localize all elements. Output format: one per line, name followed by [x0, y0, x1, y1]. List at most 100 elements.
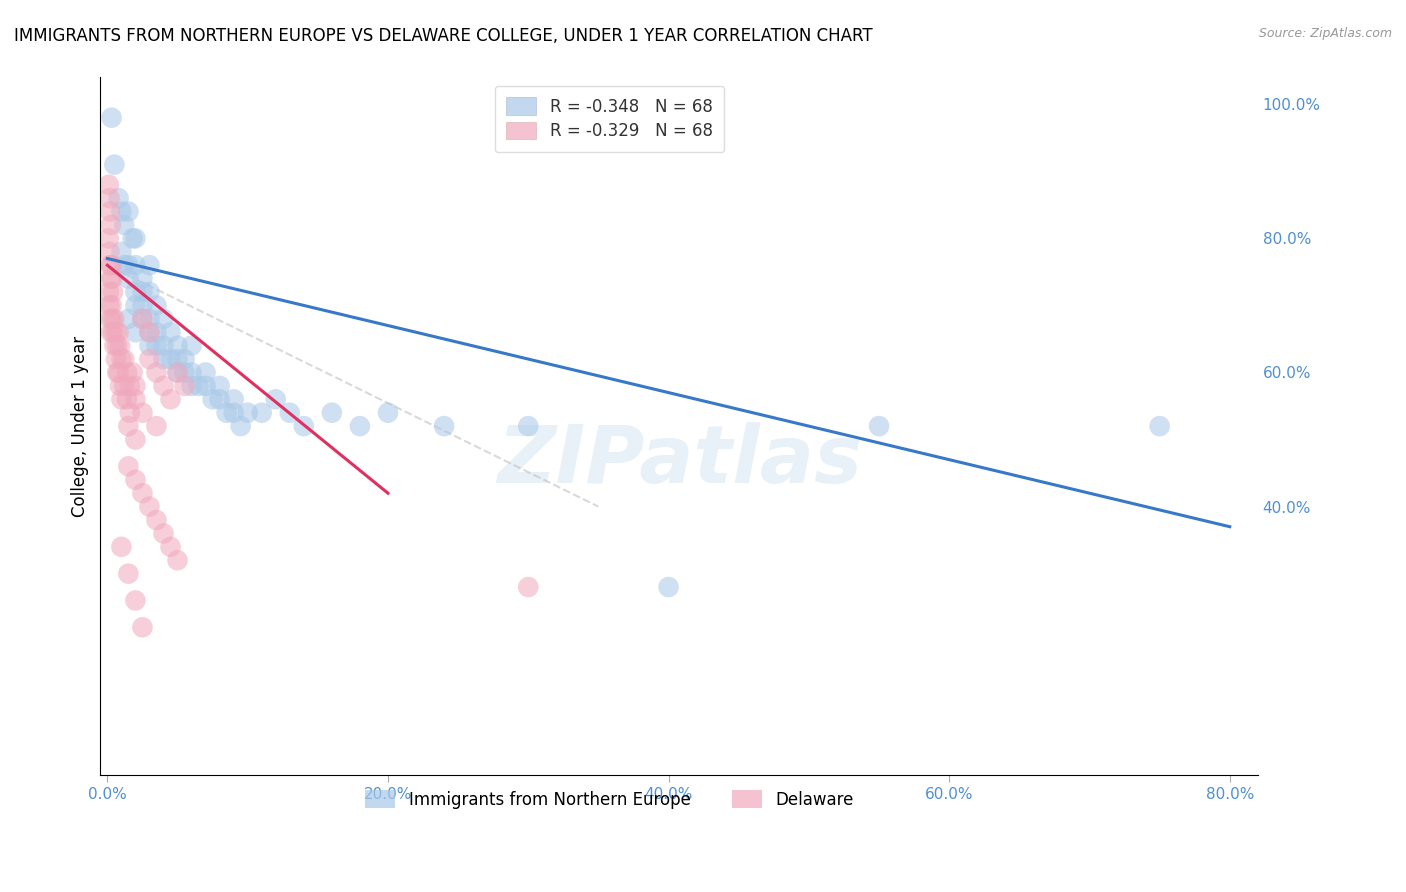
- Point: [112, 379, 135, 393]
- Point: [105, 366, 128, 380]
- Point: [658, 580, 681, 594]
- Point: [100, 325, 122, 339]
- Point: [868, 419, 890, 434]
- Point: [101, 285, 124, 299]
- Point: [103, 311, 125, 326]
- Point: [100, 258, 122, 272]
- Point: [104, 325, 127, 339]
- Point: [517, 580, 540, 594]
- Point: [117, 419, 139, 434]
- Point: [108, 379, 131, 393]
- Point: [152, 311, 174, 326]
- Point: [250, 406, 273, 420]
- Point: [124, 258, 146, 272]
- Point: [98, 258, 121, 272]
- Point: [124, 433, 146, 447]
- Point: [100, 111, 122, 125]
- Point: [145, 298, 167, 312]
- Point: [97, 178, 120, 192]
- Point: [152, 352, 174, 367]
- Point: [118, 379, 141, 393]
- Point: [98, 244, 121, 259]
- Point: [124, 325, 146, 339]
- Point: [115, 392, 138, 407]
- Point: [104, 352, 127, 367]
- Point: [138, 500, 160, 514]
- Point: [208, 392, 231, 407]
- Point: [222, 406, 245, 420]
- Point: [98, 311, 121, 326]
- Text: IMMIGRANTS FROM NORTHERN EUROPE VS DELAWARE COLLEGE, UNDER 1 YEAR CORRELATION CH: IMMIGRANTS FROM NORTHERN EUROPE VS DELAW…: [14, 27, 873, 45]
- Point: [124, 593, 146, 607]
- Point: [117, 271, 139, 285]
- Point: [112, 258, 135, 272]
- Point: [173, 352, 195, 367]
- Point: [173, 366, 195, 380]
- Point: [101, 311, 124, 326]
- Text: ZIPatlas: ZIPatlas: [496, 422, 862, 500]
- Point: [145, 325, 167, 339]
- Point: [124, 379, 146, 393]
- Point: [145, 419, 167, 434]
- Point: [152, 379, 174, 393]
- Point: [173, 379, 195, 393]
- Point: [117, 566, 139, 581]
- Point: [159, 392, 181, 407]
- Point: [138, 258, 160, 272]
- Point: [117, 204, 139, 219]
- Point: [159, 325, 181, 339]
- Point: [100, 298, 122, 312]
- Point: [124, 392, 146, 407]
- Point: [180, 379, 202, 393]
- Point: [194, 366, 217, 380]
- Point: [145, 339, 167, 353]
- Point: [103, 339, 125, 353]
- Point: [131, 311, 153, 326]
- Point: [110, 392, 132, 407]
- Point: [98, 204, 121, 219]
- Point: [138, 352, 160, 367]
- Point: [98, 191, 121, 205]
- Point: [110, 352, 132, 367]
- Point: [377, 406, 399, 420]
- Point: [166, 553, 188, 567]
- Point: [159, 352, 181, 367]
- Point: [108, 339, 131, 353]
- Point: [131, 620, 153, 634]
- Point: [103, 158, 125, 172]
- Point: [145, 366, 167, 380]
- Point: [215, 406, 238, 420]
- Point: [349, 419, 371, 434]
- Point: [222, 392, 245, 407]
- Point: [110, 540, 132, 554]
- Point: [105, 339, 128, 353]
- Point: [107, 191, 129, 205]
- Point: [152, 526, 174, 541]
- Point: [1149, 419, 1171, 434]
- Point: [112, 352, 135, 367]
- Point: [115, 366, 138, 380]
- Point: [121, 231, 143, 245]
- Point: [124, 298, 146, 312]
- Point: [124, 285, 146, 299]
- Point: [517, 419, 540, 434]
- Legend: Immigrants from Northern Europe, Delaware: Immigrants from Northern Europe, Delawar…: [359, 784, 860, 815]
- Point: [110, 204, 132, 219]
- Point: [187, 379, 209, 393]
- Point: [101, 271, 124, 285]
- Point: [112, 218, 135, 232]
- Point: [117, 258, 139, 272]
- Point: [278, 406, 301, 420]
- Point: [201, 392, 224, 407]
- Point: [166, 352, 188, 367]
- Point: [117, 459, 139, 474]
- Point: [194, 379, 217, 393]
- Point: [321, 406, 343, 420]
- Point: [118, 406, 141, 420]
- Point: [138, 325, 160, 339]
- Point: [264, 392, 287, 407]
- Point: [100, 218, 122, 232]
- Point: [97, 285, 120, 299]
- Point: [159, 540, 181, 554]
- Point: [117, 311, 139, 326]
